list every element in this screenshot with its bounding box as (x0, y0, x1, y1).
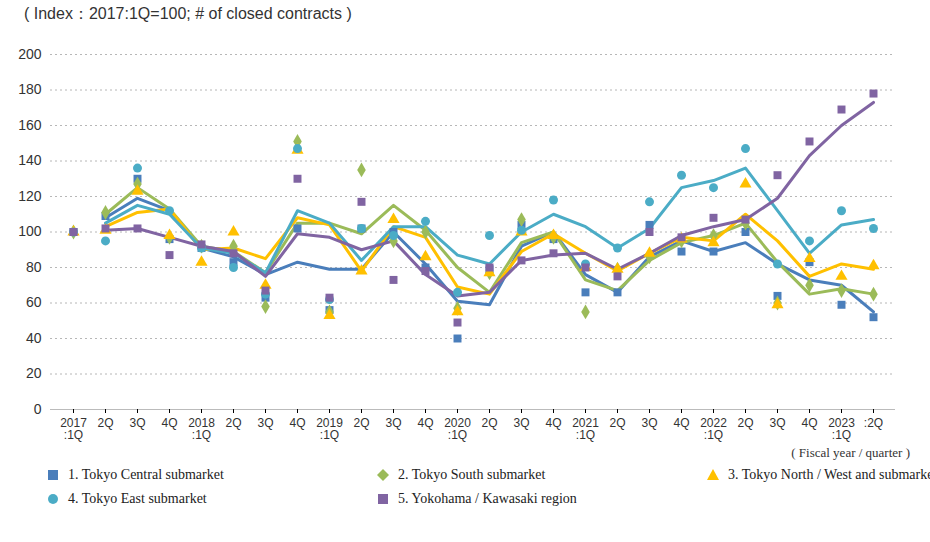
svg-text:120: 120 (18, 188, 42, 204)
html-text:4. Tokyo East submarket: 4. Tokyo East submarket (68, 491, 207, 506)
html-text:1. Tokyo Central submarket: 1. Tokyo Central submarket (68, 467, 224, 482)
svg-text:60: 60 (26, 294, 42, 310)
svg-text:0: 0 (34, 401, 42, 417)
svg-text:3Q: 3Q (257, 416, 273, 430)
html-text:2. Tokyo South submarket: 2. Tokyo South submarket (398, 467, 546, 482)
svg-text:4Q: 4Q (545, 416, 561, 430)
svg-text:200: 200 (18, 46, 42, 62)
svg-text:2019:1Q: 2019:1Q (316, 416, 343, 442)
svg-text:3Q: 3Q (129, 416, 145, 430)
svg-text:4Q: 4Q (289, 416, 305, 430)
svg-text:160: 160 (18, 117, 42, 133)
svg-text:2017:1Q: 2017:1Q (60, 416, 87, 442)
svg-text:3Q: 3Q (513, 416, 529, 430)
svg-text:2021:1Q: 2021:1Q (572, 416, 599, 442)
svg-text:3Q: 3Q (641, 416, 657, 430)
svg-text:2Q: 2Q (353, 416, 369, 430)
svg-text:4Q: 4Q (673, 416, 689, 430)
svg-text::2Q: :2Q (864, 416, 883, 430)
svg-text:2022:1Q: 2022:1Q (700, 416, 727, 442)
svg-text:4Q: 4Q (161, 416, 177, 430)
svg-text:2Q: 2Q (97, 416, 113, 430)
svg-text:4Q: 4Q (417, 416, 433, 430)
svg-text:2023:1Q: 2023:1Q (828, 416, 855, 442)
svg-text:2020:1Q: 2020:1Q (444, 416, 471, 442)
svg-text:2Q: 2Q (609, 416, 625, 430)
svg-text:180: 180 (18, 81, 42, 97)
svg-text:2018:1Q: 2018:1Q (188, 416, 215, 442)
svg-text:2Q: 2Q (481, 416, 497, 430)
html-text:( Fiscal year / quarter ): ( Fiscal year / quarter ) (791, 445, 910, 460)
svg-text:100: 100 (18, 223, 42, 239)
svg-text:140: 140 (18, 152, 42, 168)
svg-text:4Q: 4Q (801, 416, 817, 430)
svg-text:2Q: 2Q (737, 416, 753, 430)
svg-text:40: 40 (26, 330, 42, 346)
svg-text:20: 20 (26, 365, 42, 381)
html-text:5. Yokohama / Kawasaki region: 5. Yokohama / Kawasaki region (398, 491, 577, 506)
svg-text:80: 80 (26, 259, 42, 275)
svg-text:3Q: 3Q (385, 416, 401, 430)
svg-text:3Q: 3Q (769, 416, 785, 430)
svg-text:2Q: 2Q (225, 416, 241, 430)
html-text:( Index：2017:1Q=100; # of clos: ( Index：2017:1Q=100; # of closed contrac… (24, 5, 352, 22)
